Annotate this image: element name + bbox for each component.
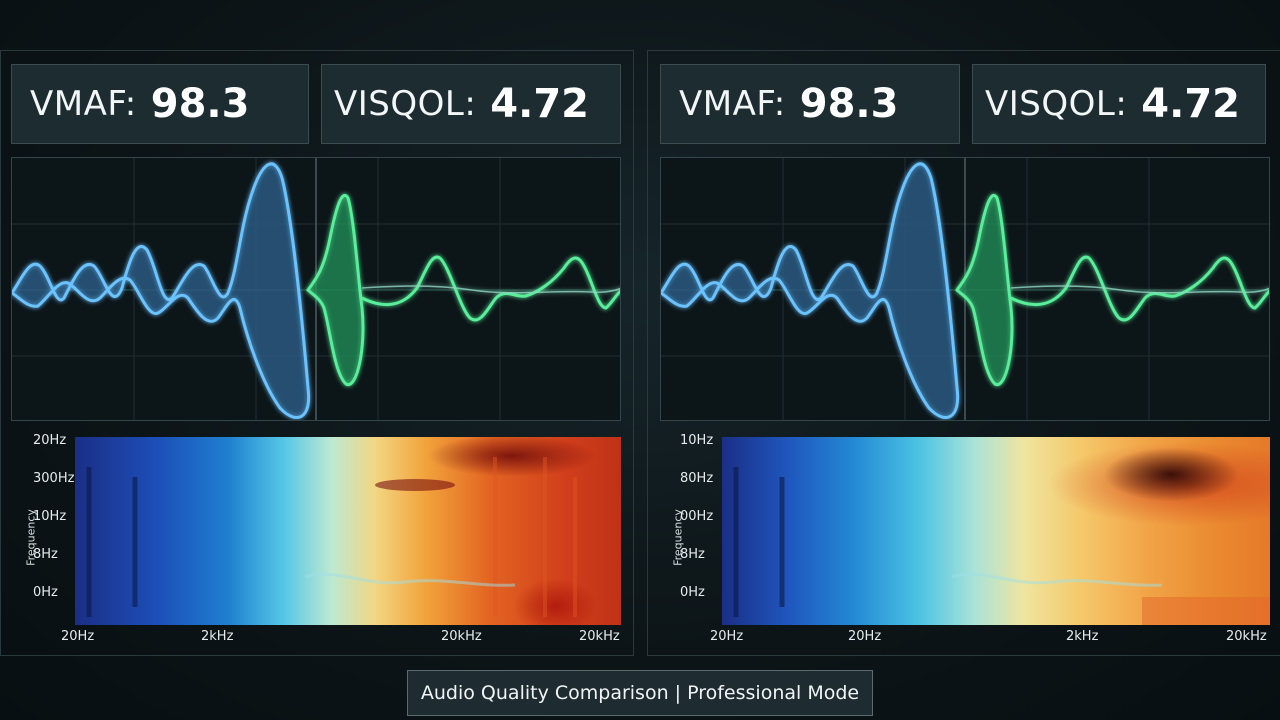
x-tick-label: 20kHz [441, 629, 482, 644]
y-tick-label: 80Hz [680, 471, 714, 486]
y-tick-label: 10Hz [33, 509, 67, 524]
spectrogram-streaks [733, 467, 1270, 625]
waveform-plot [12, 158, 620, 420]
x-tick-label: 20kHz [579, 629, 620, 644]
visqol-label: VISQOL: [334, 84, 477, 124]
x-tick-label: 20kHz [1226, 629, 1267, 644]
y-axis-title: Frequency [24, 509, 38, 566]
processed-waveform-peak [955, 194, 1014, 386]
y-tick-label: 8Hz [33, 547, 58, 562]
vmaf-value: 98.3 [799, 81, 899, 127]
x-tick-label: 20Hz [848, 629, 882, 644]
visqol-metric-card: VISQOL: 4.72 [972, 64, 1266, 144]
y-axis-title: Frequency [671, 509, 685, 566]
spectrogram-heatmap [722, 437, 1270, 625]
spectrogram-streaks [86, 457, 577, 617]
waveform-display [11, 157, 621, 421]
y-tick-label: 0Hz [33, 585, 58, 600]
spectrogram-area: 10Hz 80Hz 00Hz 8Hz 0Hz Frequency 20Hz 20… [658, 433, 1270, 644]
mode-caption: Audio Quality Comparison | Professional … [407, 670, 873, 716]
y-tick-label: 10Hz [680, 433, 714, 448]
y-tick-label: 20Hz [33, 433, 67, 448]
processed-waveform-tail [361, 255, 620, 322]
vmaf-metric-card: VMAF: 98.3 [11, 64, 309, 144]
x-tick-label: 20Hz [61, 629, 95, 644]
panel-right: VMAF: 98.3 VISQOL: 4.72 [647, 50, 1280, 656]
y-tick-label: 8Hz [680, 547, 705, 562]
processed-waveform-tail [1010, 255, 1269, 322]
visqol-value: 4.72 [1141, 81, 1240, 127]
visqol-value: 4.72 [490, 81, 589, 127]
panel-left: VMAF: 98.3 VISQOL: 4.72 [0, 50, 634, 656]
visqol-label: VISQOL: [985, 84, 1128, 124]
x-tick-label: 2kHz [201, 629, 234, 644]
x-tick-label: 2kHz [1066, 629, 1099, 644]
reference-waveform [661, 162, 960, 419]
spectrogram-area: 20Hz 300Hz 10Hz 8Hz 0Hz Frequency 20Hz 2… [11, 433, 621, 644]
waveform-plot [661, 158, 1269, 420]
y-tick-label: 00Hz [680, 509, 714, 524]
vmaf-value: 98.3 [150, 81, 250, 127]
x-tick-label: 20Hz [710, 629, 744, 644]
vmaf-label: VMAF: [679, 84, 786, 124]
waveform-display [660, 157, 1270, 421]
y-tick-label: 0Hz [680, 585, 705, 600]
processed-waveform-peak [306, 194, 365, 386]
spectrogram-heatmap [75, 437, 621, 625]
y-tick-label: 300Hz [33, 471, 75, 486]
vmaf-label: VMAF: [30, 84, 137, 124]
vmaf-metric-card: VMAF: 98.3 [660, 64, 960, 144]
visqol-metric-card: VISQOL: 4.72 [321, 64, 621, 144]
reference-waveform [12, 162, 311, 419]
